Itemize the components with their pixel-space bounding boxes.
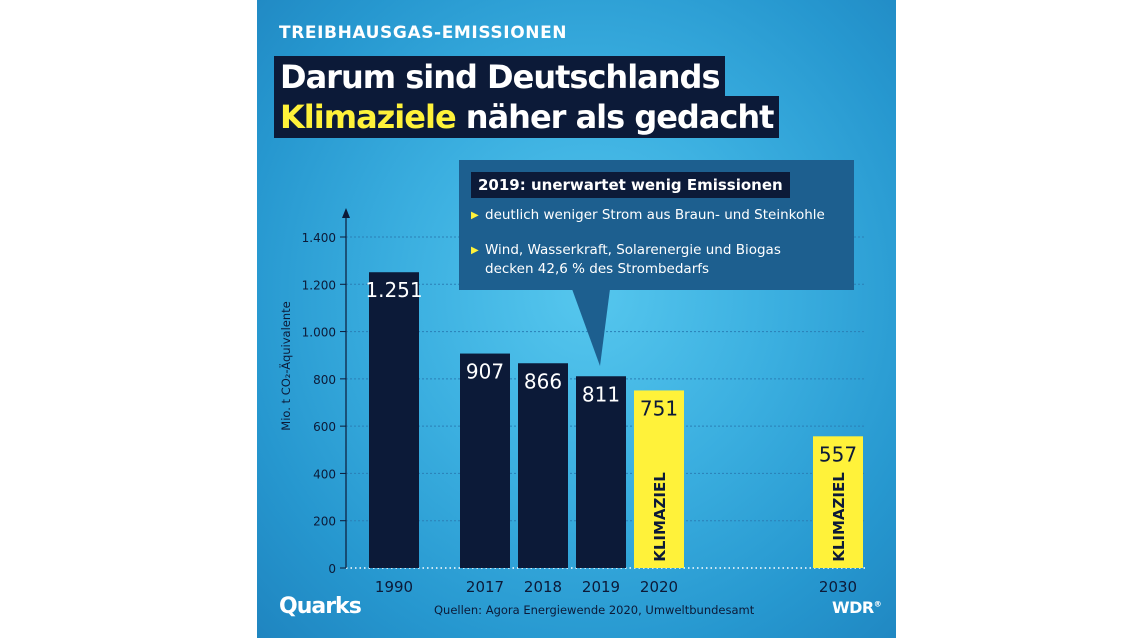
y-tick-label: 600 bbox=[313, 420, 336, 434]
callout-bullet-1-text: deutlich weniger Strom aus Braun- und St… bbox=[485, 207, 825, 223]
bar-value-label: 1.251 bbox=[365, 278, 422, 302]
x-tick-label: 2020 bbox=[640, 578, 678, 596]
target-bar-label: KLIMAZIEL bbox=[651, 472, 669, 562]
callout-bullet-2-line-2: decken 42,6 % des Strombedarfs bbox=[485, 261, 710, 277]
target-bar-label: KLIMAZIEL bbox=[830, 472, 848, 562]
y-tick-label: 1.200 bbox=[302, 278, 336, 292]
y-tick-label: 400 bbox=[313, 467, 336, 481]
y-axis-arrow-icon bbox=[342, 208, 350, 218]
callout-title: 2019: unerwartet wenig Emissionen bbox=[471, 172, 790, 198]
bar-value-label: 907 bbox=[466, 360, 504, 384]
wdr-logo-text: WDR bbox=[832, 598, 874, 617]
bullet-triangle-icon: ▶ bbox=[471, 245, 479, 256]
x-tick-label: 1990 bbox=[375, 578, 413, 596]
bar-2017 bbox=[460, 353, 510, 568]
x-tick-label: 2030 bbox=[819, 578, 857, 596]
headline-rest: näher als gedacht bbox=[455, 98, 775, 136]
bullet-triangle-icon: ▶ bbox=[471, 210, 479, 221]
bar-2030 bbox=[813, 436, 863, 568]
y-tick-label: 0 bbox=[328, 562, 336, 576]
y-tick-label: 200 bbox=[313, 515, 336, 529]
headline-highlight: Klimaziele bbox=[280, 98, 457, 136]
y-axis-label: Mio. t CO₂-Äquivalente bbox=[278, 301, 293, 430]
registered-mark-icon: ® bbox=[873, 599, 882, 609]
x-tick-label: 2019 bbox=[582, 578, 620, 596]
bar-2020 bbox=[634, 390, 684, 568]
callout-bullet-2: ▶ Wind, Wasserkraft, Solarenergie und Bio… bbox=[471, 241, 781, 279]
callout-bullet-2-line-1: Wind, Wasserkraft, Solarenergie und Biog… bbox=[485, 242, 781, 258]
headline-line-2: Klimaziele näher als gedacht bbox=[274, 96, 780, 138]
bar-1990 bbox=[369, 272, 419, 568]
y-tick-label: 1.400 bbox=[302, 231, 336, 245]
y-tick-label: 800 bbox=[313, 373, 336, 387]
quarks-logo: Quarks bbox=[279, 594, 362, 619]
bar-value-label: 811 bbox=[582, 382, 620, 406]
callout-bullet-1: ▶ deutlich weniger Strom aus Braun- und S… bbox=[471, 206, 825, 225]
source-note: Quellen: Agora Energiewende 2020, Umwelt… bbox=[434, 603, 755, 617]
wdr-logo: WDR® bbox=[832, 598, 882, 617]
bar-2019 bbox=[576, 376, 626, 568]
bar-value-label: 866 bbox=[524, 369, 562, 393]
x-tick-label: 2018 bbox=[524, 578, 562, 596]
bar-2018 bbox=[518, 363, 568, 568]
y-tick-label: 1.000 bbox=[302, 326, 336, 340]
bar-value-label: 751 bbox=[640, 396, 678, 420]
x-tick-label: 2017 bbox=[466, 578, 504, 596]
kicker-label: TREIBHAUSGAS-EMISSIONEN bbox=[279, 23, 568, 43]
headline-line-1: Darum sind Deutschlands bbox=[274, 56, 726, 98]
bar-value-label: 557 bbox=[819, 442, 857, 466]
